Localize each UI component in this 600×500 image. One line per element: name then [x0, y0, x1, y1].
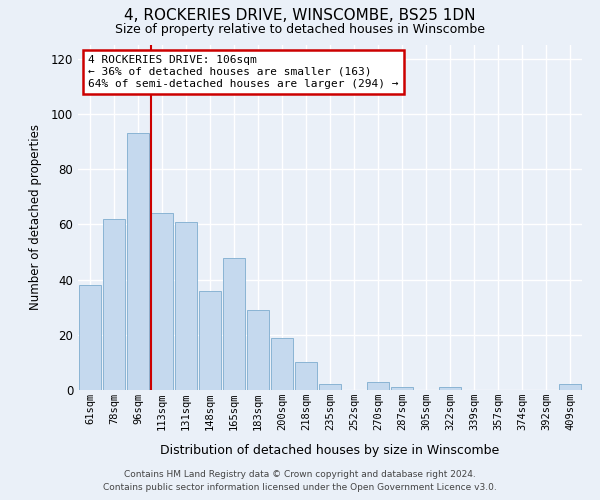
Bar: [151, 214, 173, 390]
Bar: [223, 258, 245, 390]
Text: 4, ROCKERIES DRIVE, WINSCOMBE, BS25 1DN: 4, ROCKERIES DRIVE, WINSCOMBE, BS25 1DN: [124, 8, 476, 22]
Bar: [79, 285, 101, 390]
Y-axis label: Number of detached properties: Number of detached properties: [29, 124, 43, 310]
Bar: [439, 387, 461, 390]
X-axis label: Distribution of detached houses by size in Winscombe: Distribution of detached houses by size …: [160, 444, 500, 457]
Text: Contains HM Land Registry data © Crown copyright and database right 2024.
Contai: Contains HM Land Registry data © Crown c…: [103, 470, 497, 492]
Bar: [367, 382, 389, 390]
Bar: [271, 338, 293, 390]
Text: Size of property relative to detached houses in Winscombe: Size of property relative to detached ho…: [115, 22, 485, 36]
Bar: [127, 134, 149, 390]
Bar: [103, 219, 125, 390]
Bar: [559, 384, 581, 390]
Bar: [175, 222, 197, 390]
Bar: [247, 310, 269, 390]
Bar: [295, 362, 317, 390]
Bar: [391, 387, 413, 390]
Bar: [199, 290, 221, 390]
Text: 4 ROCKERIES DRIVE: 106sqm
← 36% of detached houses are smaller (163)
64% of semi: 4 ROCKERIES DRIVE: 106sqm ← 36% of detac…: [88, 56, 398, 88]
Bar: [319, 384, 341, 390]
